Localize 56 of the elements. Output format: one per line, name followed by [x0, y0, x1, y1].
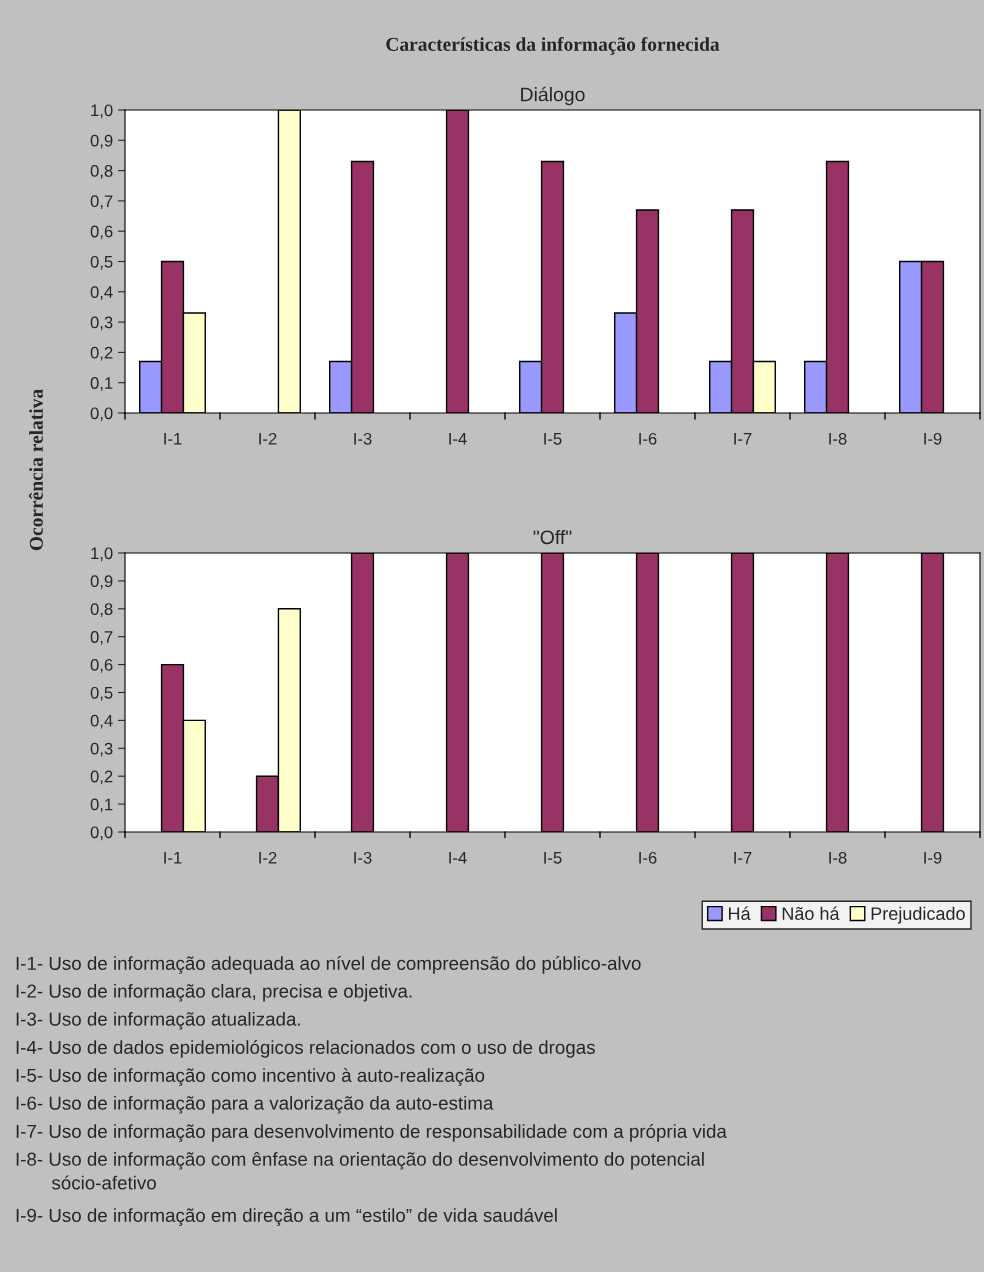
y-tick-label: 0,1	[90, 798, 113, 813]
x-tick-label: I-5	[544, 852, 562, 864]
chart-title: Características da informação fornecida	[386, 37, 720, 55]
y-tick-label: 1,0	[91, 547, 113, 562]
x-tick-label: I-3	[354, 432, 372, 445]
x-tick-label: I-4	[449, 852, 467, 864]
y-tick-label: 0,3	[90, 316, 113, 331]
y-tick-label: 0,7	[90, 631, 113, 645]
y-tick-label: 0,5	[90, 255, 113, 270]
x-tick-label: I-1	[164, 852, 182, 864]
y-tick-label: 1,0	[91, 104, 113, 119]
y-tick-label: 0,7	[90, 195, 113, 210]
text: I-5- Uso de informação como incentivo à auto-realização	[16, 1068, 485, 1086]
x-tick-label: I-6	[639, 432, 657, 445]
x-tick-label: I-2	[259, 851, 277, 864]
y-tick-label: 0,8	[90, 165, 113, 179]
chart-title: "Off"	[533, 529, 572, 545]
x-tick-label: I-2	[259, 432, 277, 445]
x-tick-label: I-8	[829, 432, 847, 445]
y-tick-label: 0,1	[90, 377, 113, 391]
x-tick-label: I-7	[734, 433, 752, 445]
chart-subtitle: Diálogo	[521, 86, 585, 106]
y-tick-label: 0,6	[90, 225, 113, 240]
x-tick-label: I-6	[639, 851, 657, 864]
x-tick-label: I-9	[924, 432, 942, 445]
y-tick-label: 0,4	[90, 286, 113, 300]
x-tick-label: I-7	[734, 852, 752, 864]
text: I-8- Uso de informação com ênfase na orientação do desenvolvimento do potencial sócio-afetivo	[16, 1152, 704, 1190]
text: I-2- Uso de informação clara, precisa e objetiva.	[16, 984, 412, 1002]
x-tick-label: I-4	[449, 433, 467, 445]
text: I-6- Uso de informação para a valorização da auto-estima	[16, 1096, 494, 1114]
text: I-9- Uso de informação em direção a um “estilo” de vida saudável	[16, 1208, 557, 1226]
legend-label: Não há	[782, 906, 840, 921]
x-tick-label: I-8	[829, 851, 847, 864]
y-tick-label: 0,6	[90, 659, 113, 673]
y-tick-label: 0,4	[90, 714, 113, 729]
y-tick-label: 0,5	[90, 686, 113, 701]
text: I-7- Uso de informação para desenvolvimento de responsabilidade com a própria vida	[16, 1124, 727, 1142]
y-tick-label: 0,3	[90, 742, 113, 757]
y-tick-label: 0,8	[90, 603, 113, 617]
text: I-4- Uso de dados epidemiológicos relacionados com o uso de drogas	[16, 1040, 595, 1058]
legend-label: Prejudicado	[871, 906, 965, 924]
text: I-3- Uso de informação atualizada.	[16, 1012, 300, 1030]
y-tick-label: 0,2	[90, 346, 113, 361]
y-tick-label: 0,0	[90, 407, 113, 422]
y-axis-title: Ocorrência relativa	[28, 389, 43, 551]
x-tick-label: I-9	[924, 851, 942, 864]
y-tick-label: 0,9	[90, 575, 113, 590]
x-tick-label: I-1	[164, 433, 182, 445]
x-tick-label: I-3	[354, 851, 372, 864]
y-tick-label: 0,2	[90, 770, 113, 785]
y-tick-label: 0,9	[90, 134, 113, 149]
legend-label: Há	[729, 906, 751, 921]
text: I-1- Uso de informação adequada ao nível de compreensão do público-alvo	[16, 956, 641, 974]
y-tick-label: 0,0	[90, 826, 113, 841]
x-tick-label: I-5	[544, 433, 562, 445]
